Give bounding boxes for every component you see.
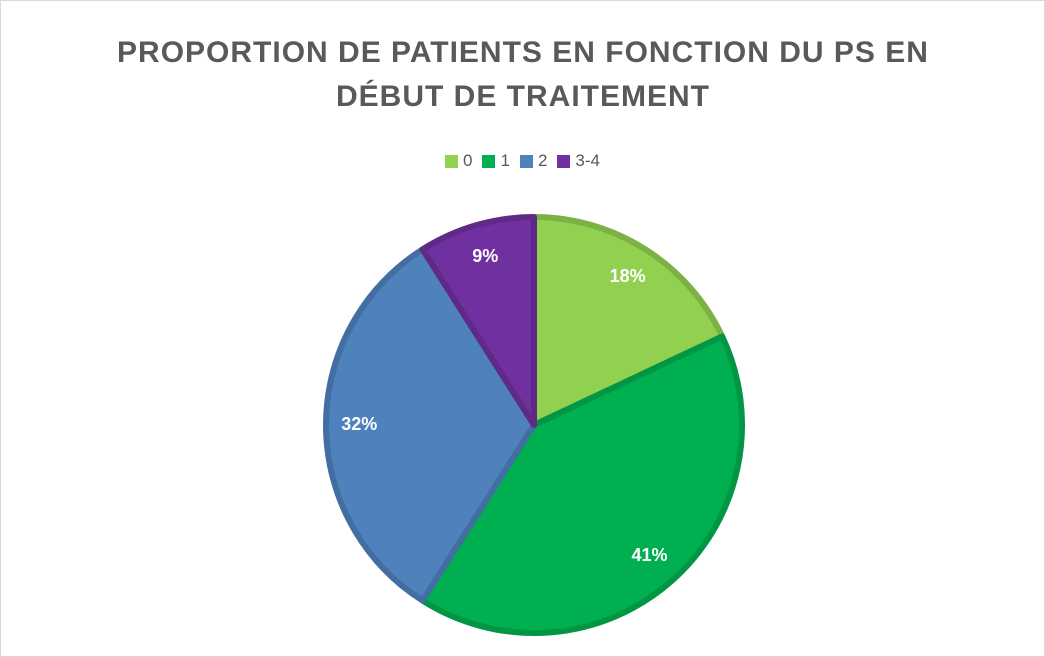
legend-item: 3-4 [557, 151, 600, 171]
legend-label: 1 [500, 151, 510, 170]
data-label: 41% [632, 545, 668, 565]
legend-label: 3-4 [575, 151, 600, 170]
legend-swatch [519, 154, 533, 168]
pie-slice [323, 246, 537, 604]
legend-label: 0 [463, 151, 473, 170]
pie-slice [531, 214, 726, 428]
pie-slice [419, 214, 537, 428]
data-label: 32% [341, 414, 377, 434]
legend-swatch [482, 154, 496, 168]
legend-swatch [557, 154, 571, 168]
legend-item: 2 [519, 151, 548, 171]
legend-label: 2 [537, 151, 548, 170]
data-label: 9% [472, 246, 498, 266]
legend-item: 1 [482, 151, 510, 171]
data-label: 18% [610, 266, 646, 286]
pie-slice [419, 333, 745, 636]
legend-swatch [445, 154, 458, 168]
chart-title: PROPORTION DE PATIENTS EN FONCTION DU PS… [117, 36, 929, 113]
legend-item: 0 [445, 151, 472, 171]
legend: 0 1 2 3-4 [1, 151, 1044, 171]
